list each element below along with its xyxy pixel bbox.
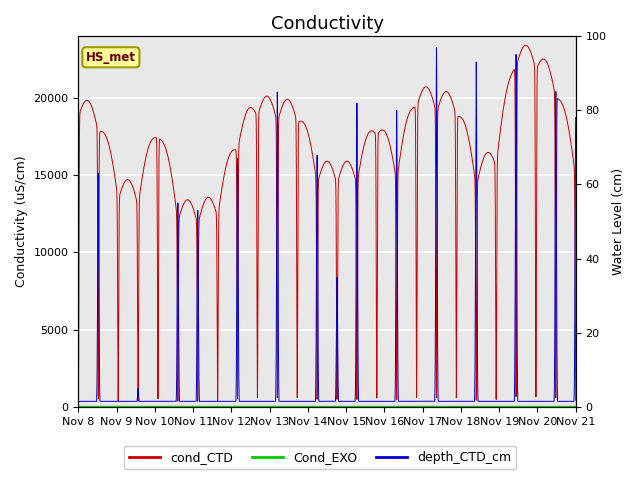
- Title: Conductivity: Conductivity: [271, 15, 383, 33]
- Text: HS_met: HS_met: [86, 51, 136, 64]
- Y-axis label: Conductivity (uS/cm): Conductivity (uS/cm): [15, 156, 28, 287]
- Legend: cond_CTD, Cond_EXO, depth_CTD_cm: cond_CTD, Cond_EXO, depth_CTD_cm: [124, 446, 516, 469]
- Y-axis label: Water Level (cm): Water Level (cm): [612, 168, 625, 275]
